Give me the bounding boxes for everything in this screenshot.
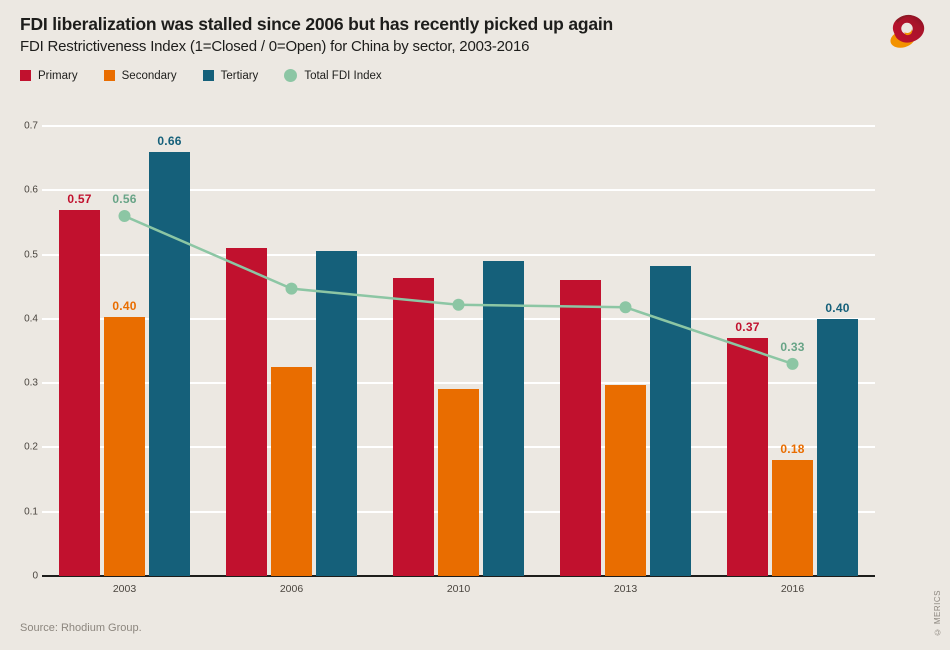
bar-primary-2006 (226, 248, 267, 576)
y-tick-label: 0.2 (24, 441, 38, 453)
legend: Primary Secondary Tertiary Total FDI Ind… (20, 69, 382, 82)
page-title: FDI liberalization was stalled since 200… (20, 14, 614, 34)
bar-value-label: 0.57 (67, 191, 92, 206)
legend-label: Total FDI Index (304, 69, 382, 82)
gridline (42, 253, 875, 256)
legend-item-total-fdi: Total FDI Index (284, 69, 382, 82)
secondary-swatch-icon (103, 70, 115, 81)
legend-item-tertiary: Tertiary (202, 69, 259, 82)
y-tick-label: 0.7 (24, 120, 38, 132)
total-fdi-dot-icon (284, 69, 298, 82)
x-tick-label: 2016 (780, 583, 805, 595)
gridline (42, 189, 875, 192)
gridline (42, 382, 875, 385)
y-tick-label: 0.3 (24, 377, 38, 389)
bar-tertiary-2010 (483, 261, 524, 576)
tertiary-swatch-icon (202, 70, 214, 81)
line-value-label: 0.56 (112, 192, 137, 206)
bar-primary-2016 (727, 338, 768, 576)
y-tick-label: 0.4 (24, 313, 38, 325)
bar-secondary-2010 (438, 388, 479, 576)
legend-item-secondary: Secondary (103, 69, 177, 82)
x-tick-label: 2013 (613, 583, 638, 595)
y-tick-label: 0.1 (24, 506, 38, 518)
total-fdi-line (118, 210, 799, 370)
line-value-label: 0.33 (780, 339, 805, 354)
bar-tertiary-2016 (817, 318, 858, 576)
x-tick-label: 2003 (112, 583, 137, 595)
source-note: Source: Rhodium Group. (20, 622, 142, 634)
y-tick-label: 0 (32, 570, 38, 582)
legend-label: Tertiary (220, 69, 259, 82)
legend-label: Secondary (121, 69, 177, 82)
x-tick-label: 2006 (279, 583, 304, 595)
x-axis-line (42, 575, 875, 577)
line-point (619, 301, 632, 314)
page-subtitle: FDI Restrictiveness Index (1=Closed / 0=… (20, 38, 530, 55)
bar-tertiary-2006 (316, 251, 357, 576)
gridline (42, 317, 875, 320)
chart-plot-area: 0.7 0.6 0.5 0.4 0.3 0.2 0.1 0 2003 0.57 0.40 0.66 20… (24, 121, 875, 595)
bar-value-label: 0.40 (825, 300, 850, 315)
line-point (118, 210, 131, 222)
legend-label: Primary (38, 69, 78, 82)
line-point (786, 357, 799, 370)
bar-tertiary-2003 (149, 151, 190, 576)
line-point (452, 298, 465, 311)
bar-primary-2003 (59, 209, 100, 576)
bar-value-label: 0.66 (157, 133, 182, 148)
bar-secondary-2013 (605, 385, 646, 576)
primary-swatch-icon (20, 70, 31, 81)
line-point (285, 282, 298, 295)
bar-secondary-2016 (772, 460, 813, 576)
bar-secondary-2006 (271, 367, 312, 576)
y-tick-label: 0.5 (24, 249, 38, 261)
bar-value-label: 0.37 (735, 320, 760, 335)
merics-logo-icon (890, 14, 925, 48)
y-tick-label: 0.6 (24, 184, 38, 196)
gridline (42, 125, 875, 127)
legend-item-primary: Primary (20, 70, 78, 82)
bar-primary-2013 (560, 280, 601, 576)
copyright-note: © MERICS (933, 589, 942, 636)
x-tick-label: 2010 (446, 583, 471, 595)
bar-value-label: 0.40 (112, 298, 137, 313)
bar-secondary-2003 (104, 316, 145, 576)
bar-primary-2010 (393, 278, 434, 576)
bar-value-label: 0.18 (780, 442, 805, 457)
